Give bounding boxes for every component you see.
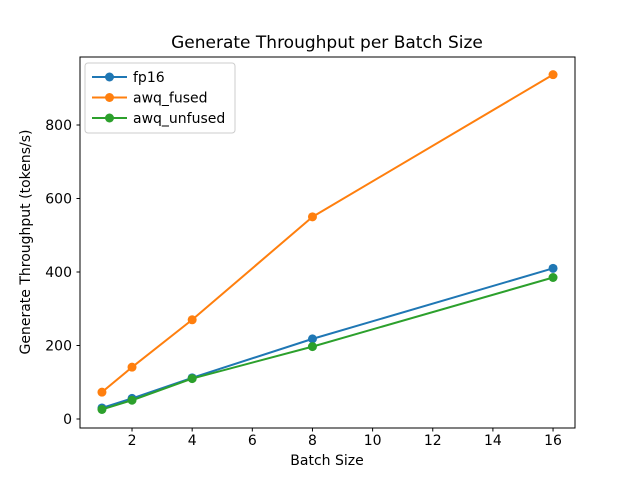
- x-tick-label: 2: [128, 433, 137, 449]
- series-marker-awq_fused: [97, 387, 107, 397]
- legend-marker-awq_fused: [105, 93, 114, 102]
- x-tick-label: 10: [364, 433, 382, 449]
- x-tick-label: 14: [484, 433, 502, 449]
- x-tick-label: 8: [308, 433, 317, 449]
- plot-area: 2 4 6 8 10 12 14 16 0 200 400 600 800 fp16 awq_fusedaw…: [45, 56, 576, 449]
- y-tick-label: 0: [63, 412, 72, 428]
- series-marker-awq_fused: [548, 70, 558, 80]
- y-tick-label: 400: [45, 265, 72, 281]
- chart-title: Generate Throughput per Batch Size: [171, 33, 483, 53]
- y-tick-label: 600: [45, 191, 72, 207]
- legend-marker-awq_unfused: [105, 113, 114, 123]
- x-axis-label: Batch Size: [290, 453, 363, 469]
- legend-label-awq_unfused: awq_unfused: [133, 111, 225, 127]
- series-marker-awq_unfused: [187, 374, 197, 384]
- series-marker-awq_fused: [127, 362, 137, 372]
- series-marker-fp16: [548, 263, 558, 273]
- legend-box: [84, 62, 236, 134]
- series-marker-awq_unfused: [548, 273, 558, 283]
- series-marker-awq_unfused: [97, 404, 107, 414]
- x-tick-label: 4: [188, 433, 197, 449]
- x-tick-label: 6: [248, 433, 257, 449]
- series-marker-awq_fused: [187, 315, 197, 325]
- y-tick-label: 800: [45, 118, 72, 134]
- series-marker-fp16: [307, 334, 317, 344]
- legend-label-awq_fused: awq_fused: [133, 91, 208, 107]
- axes-frame: [79, 56, 576, 429]
- y-tick-label: 200: [45, 338, 72, 354]
- series-line-awq_unfused: [100, 276, 555, 411]
- series-marker-awq_fused: [307, 212, 317, 222]
- x-tick-label: 12: [424, 433, 442, 449]
- series-marker-awq_unfused: [307, 342, 317, 352]
- x-tick-label: 16: [544, 433, 562, 449]
- series-marker-awq_unfused: [127, 395, 137, 405]
- legend-label-fp16: fp16: [133, 70, 165, 86]
- legend-marker-fp16: [105, 72, 114, 82]
- y-axis-label: Generate Throughput (tokens/s): [18, 130, 34, 355]
